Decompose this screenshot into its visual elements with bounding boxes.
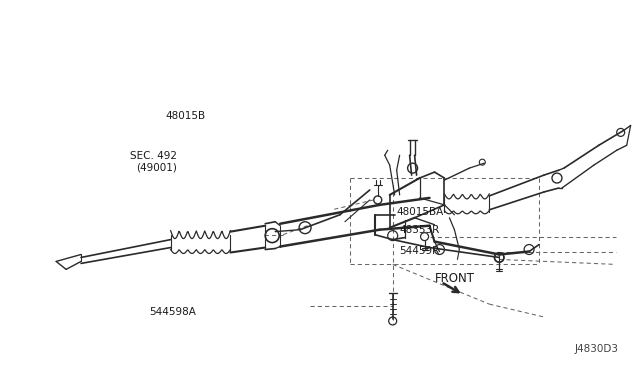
Text: 54459R: 54459R	[399, 246, 440, 256]
Text: 48353R: 48353R	[399, 225, 440, 235]
Text: FRONT: FRONT	[435, 272, 475, 285]
Text: SEC. 492
(49001): SEC. 492 (49001)	[130, 151, 177, 173]
Text: 48015B: 48015B	[165, 111, 205, 121]
Text: J4830D3: J4830D3	[574, 344, 618, 354]
Text: 544598A: 544598A	[149, 307, 196, 317]
Text: 48015BA: 48015BA	[396, 207, 444, 217]
